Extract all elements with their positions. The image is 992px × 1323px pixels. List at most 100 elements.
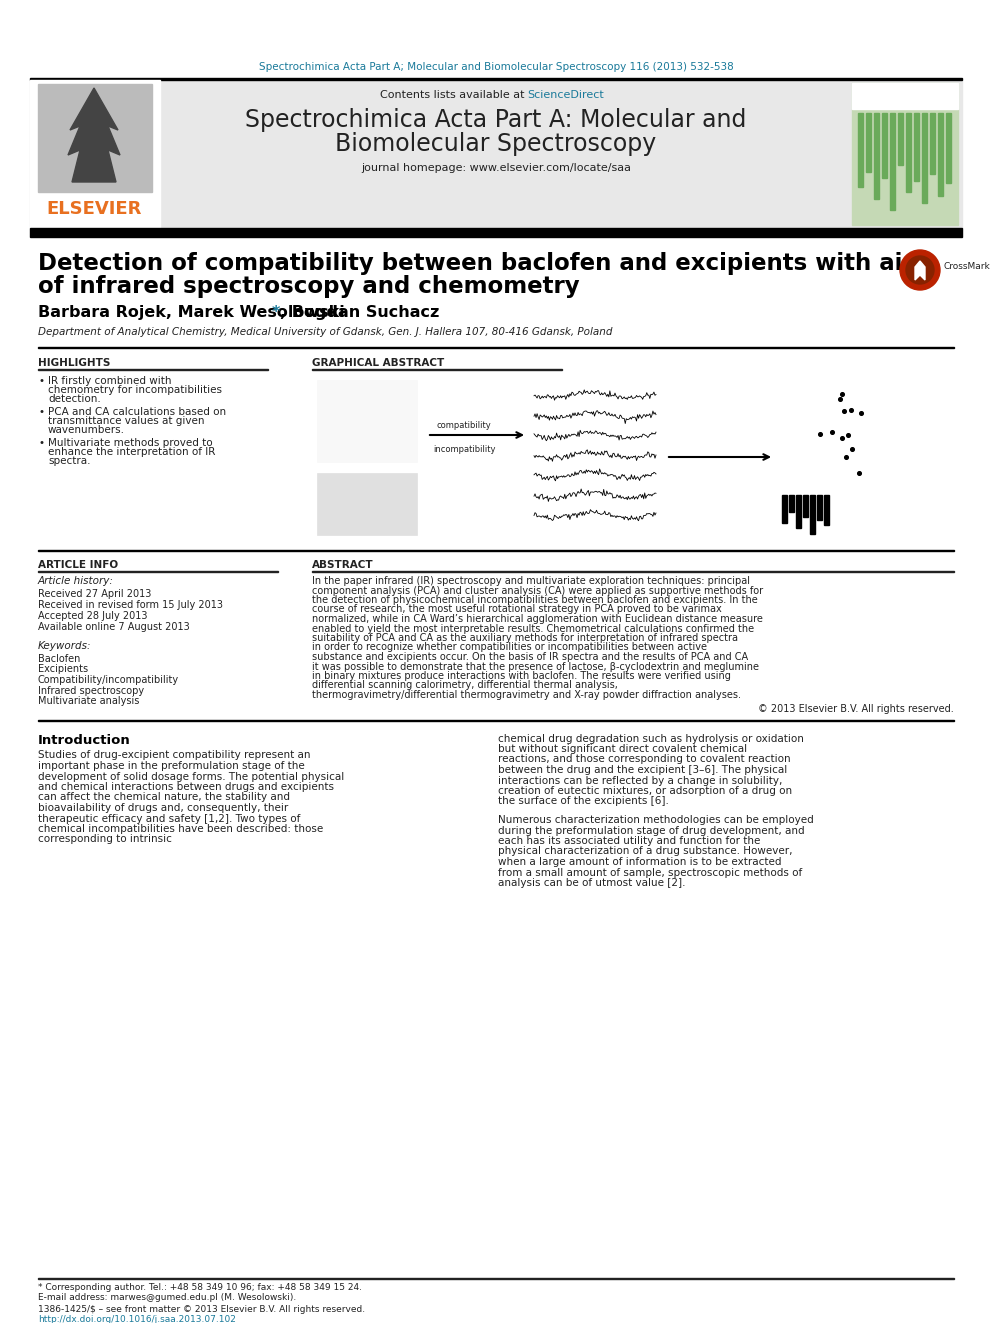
Text: •: • — [38, 376, 44, 386]
Text: , Bogdan Suchacz: , Bogdan Suchacz — [280, 306, 439, 320]
Text: during the preformulation stage of drug development, and: during the preformulation stage of drug … — [498, 826, 805, 836]
Text: between the drug and the excipient [3–6]. The physical: between the drug and the excipient [3–6]… — [498, 765, 788, 775]
Text: creation of eutectic mixtures, or adsorption of a drug on: creation of eutectic mixtures, or adsorp… — [498, 786, 793, 796]
Text: chemical drug degradation such as hydrolysis or oxidation: chemical drug degradation such as hydrol… — [498, 733, 804, 744]
Point — [843, 400, 859, 421]
Bar — [817, 495, 822, 520]
Point — [835, 400, 851, 421]
Text: in order to recognize whether compatibilities or incompatibilities between activ: in order to recognize whether compatibil… — [312, 643, 707, 652]
Text: * Corresponding author. Tel.: +48 58 349 10 96; fax: +48 58 349 15 24.: * Corresponding author. Tel.: +48 58 349… — [38, 1283, 362, 1293]
Bar — [803, 495, 808, 517]
Text: Infrared spectroscopy: Infrared spectroscopy — [38, 685, 144, 696]
Point — [834, 384, 850, 405]
Bar — [789, 495, 794, 512]
Text: Received in revised form 15 July 2013: Received in revised form 15 July 2013 — [38, 601, 223, 610]
Circle shape — [906, 255, 934, 284]
Text: spectra.: spectra. — [48, 456, 90, 466]
Text: Received 27 April 2013: Received 27 April 2013 — [38, 589, 152, 599]
Point — [834, 427, 850, 448]
Text: when a large amount of information is to be extracted: when a large amount of information is to… — [498, 857, 782, 867]
Text: Detection of compatibility between baclofen and excipients with aid: Detection of compatibility between baclo… — [38, 251, 919, 275]
Text: wavenumbers.: wavenumbers. — [48, 425, 125, 435]
Text: transmittance values at given: transmittance values at given — [48, 415, 204, 426]
Text: IR firstly combined with: IR firstly combined with — [48, 376, 172, 386]
Point — [853, 402, 869, 423]
Text: can affect the chemical nature, the stability and: can affect the chemical nature, the stab… — [38, 792, 290, 803]
Text: thermogravimetry/differential thermogravimetry and X-ray powder diffraction anal: thermogravimetry/differential thermograv… — [312, 691, 741, 700]
Text: ACTA: ACTA — [896, 91, 914, 97]
Text: but without significant direct covalent chemical: but without significant direct covalent … — [498, 744, 747, 754]
Text: incompatibility: incompatibility — [433, 445, 495, 454]
Text: © 2013 Elsevier B.V. All rights reserved.: © 2013 Elsevier B.V. All rights reserved… — [758, 705, 954, 714]
Text: Excipients: Excipients — [38, 664, 88, 675]
Text: •: • — [38, 407, 44, 417]
Text: E-mail address: marwes@gumed.edu.pl (M. Wesolowski).: E-mail address: marwes@gumed.edu.pl (M. … — [38, 1293, 297, 1302]
Bar — [914, 112, 919, 180]
Text: •: • — [38, 438, 44, 448]
Text: http://dx.doi.org/10.1016/j.saa.2013.07.102: http://dx.doi.org/10.1016/j.saa.2013.07.… — [38, 1315, 236, 1323]
Text: in binary mixtures produce interactions with baclofen. The results were verified: in binary mixtures produce interactions … — [312, 671, 731, 681]
Text: interactions can be reflected by a change in solubility,: interactions can be reflected by a chang… — [498, 775, 783, 786]
Text: In the paper infrared (IR) spectroscopy and multivariate exploration techniques:: In the paper infrared (IR) spectroscopy … — [312, 576, 750, 586]
Text: it was possible to demonstrate that the presence of lactose, β-cyclodextrin and : it was possible to demonstrate that the … — [312, 662, 759, 672]
Point — [851, 462, 867, 483]
Text: Accepted 28 July 2013: Accepted 28 July 2013 — [38, 611, 148, 620]
Text: the surface of the excipients [6].: the surface of the excipients [6]. — [498, 796, 669, 807]
Text: bioavailability of drugs and, consequently, their: bioavailability of drugs and, consequent… — [38, 803, 289, 814]
Text: of infrared spectroscopy and chemometry: of infrared spectroscopy and chemometry — [38, 275, 579, 298]
Polygon shape — [915, 261, 925, 280]
Text: Contents lists available at: Contents lists available at — [380, 90, 528, 101]
Text: Barbara Rojek, Marek Wesolowski: Barbara Rojek, Marek Wesolowski — [38, 306, 345, 320]
Text: development of solid dosage forms. The potential physical: development of solid dosage forms. The p… — [38, 771, 344, 782]
Text: Studies of drug-excipient compatibility represent an: Studies of drug-excipient compatibility … — [38, 750, 310, 761]
Bar — [782, 495, 787, 523]
Bar — [852, 83, 958, 108]
Text: Department of Analytical Chemistry, Medical University of Gdansk, Gen. J. Haller: Department of Analytical Chemistry, Medi… — [38, 327, 612, 337]
Circle shape — [900, 250, 940, 290]
Bar — [317, 474, 417, 534]
Text: SPECTROCHIMICA: SPECTROCHIMICA — [874, 83, 936, 89]
Bar — [874, 112, 879, 198]
Text: excipients: excipients — [344, 505, 390, 515]
Bar — [38, 83, 152, 192]
Text: 1386-1425/$ – see front matter © 2013 Elsevier B.V. All rights reserved.: 1386-1425/$ – see front matter © 2013 El… — [38, 1304, 365, 1314]
Bar — [810, 495, 815, 533]
Polygon shape — [68, 89, 120, 183]
Bar — [30, 228, 962, 237]
Text: chemometry for incompatibilities: chemometry for incompatibilities — [48, 385, 222, 396]
Bar — [30, 79, 160, 228]
Point — [844, 438, 860, 459]
Text: Spectrochimica Acta Part A: Molecular and: Spectrochimica Acta Part A: Molecular an… — [245, 108, 747, 132]
Text: enhance the interpretation of IR: enhance the interpretation of IR — [48, 447, 215, 456]
Text: differential scanning calorimetry, differential thermal analysis,: differential scanning calorimetry, diffe… — [312, 680, 618, 691]
Text: Available online 7 August 2013: Available online 7 August 2013 — [38, 622, 189, 632]
Text: each has its associated utility and function for the: each has its associated utility and func… — [498, 836, 761, 845]
Bar — [898, 112, 903, 165]
Bar — [312, 374, 950, 542]
Text: detection.: detection. — [48, 394, 101, 404]
Text: Multivariate analysis: Multivariate analysis — [38, 696, 139, 706]
Text: important phase in the preformulation stage of the: important phase in the preformulation st… — [38, 761, 305, 771]
Text: HIGHLIGHTS: HIGHLIGHTS — [38, 359, 110, 368]
Text: chemical incompatibilities have been described: those: chemical incompatibilities have been des… — [38, 824, 323, 833]
Text: course of research, the most useful rotational strategy in PCA proved to be vari: course of research, the most useful rota… — [312, 605, 722, 614]
Text: PCA and CA calculations based on: PCA and CA calculations based on — [48, 407, 226, 417]
Point — [831, 388, 847, 409]
Text: ScienceDirect: ScienceDirect — [527, 90, 604, 101]
Text: Spectrochimica Acta Part A; Molecular and Biomolecular Spectroscopy 116 (2013) 5: Spectrochimica Acta Part A; Molecular an… — [259, 62, 733, 71]
Bar — [930, 112, 935, 175]
Bar — [796, 495, 801, 528]
Bar — [882, 112, 887, 177]
Text: baclofen: baclofen — [347, 425, 387, 434]
Text: from a small amount of sample, spectroscopic methods of: from a small amount of sample, spectrosc… — [498, 868, 803, 877]
Bar — [30, 78, 962, 79]
Text: suitability of PCA and CA as the auxiliary methods for interpretation of infrare: suitability of PCA and CA as the auxilia… — [312, 632, 738, 643]
Text: journal homepage: www.elsevier.com/locate/saa: journal homepage: www.elsevier.com/locat… — [361, 163, 631, 173]
Text: component analysis (PCA) and cluster analysis (CA) were applied as supportive me: component analysis (PCA) and cluster ana… — [312, 586, 763, 595]
Bar — [866, 112, 871, 172]
Point — [838, 446, 854, 467]
Text: GRAPHICAL ABSTRACT: GRAPHICAL ABSTRACT — [312, 359, 444, 368]
Text: H₂N: H₂N — [359, 390, 375, 400]
Text: substance and excipients occur. On the basis of IR spectra and the results of PC: substance and excipients occur. On the b… — [312, 652, 748, 662]
Bar — [530, 380, 660, 534]
